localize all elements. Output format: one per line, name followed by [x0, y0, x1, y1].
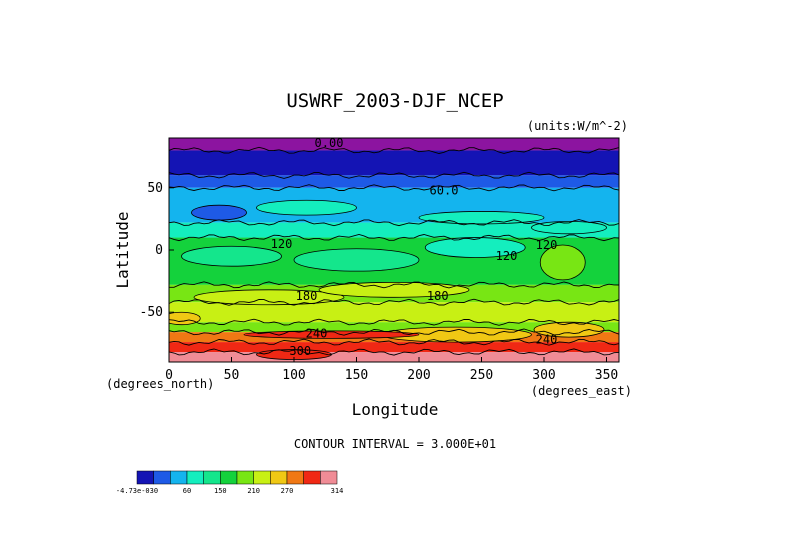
contour-line: [169, 171, 619, 179]
contour-line: [169, 298, 619, 306]
colorbar-swatch: [220, 470, 238, 485]
contour-blob: [181, 245, 282, 267]
contour-line: [169, 318, 619, 326]
x-tick-label: 200: [407, 368, 430, 383]
contour-band: [169, 342, 619, 353]
colorbar-swatch: [320, 470, 338, 485]
colorbar-swatch: [236, 470, 254, 485]
y-tick-label: 0: [155, 243, 163, 258]
colorbar-swatch: [170, 470, 188, 485]
contour-line: [169, 328, 619, 336]
colorbar-swatch: [253, 470, 271, 485]
x-tick-label: 150: [345, 368, 368, 383]
colorbar-swatch: [136, 470, 154, 485]
plot-area: 0.00 60.0 120 120 120 180 180 240 240 300: [168, 136, 620, 363]
contour-line: [169, 281, 619, 289]
x-tick-label: 350: [595, 368, 618, 383]
colorbar-swatch: [153, 470, 171, 485]
contour-label: 0.00: [315, 136, 344, 150]
contour-line: [169, 219, 619, 227]
contour-blob: [256, 199, 357, 216]
y-tick-label: 50: [147, 181, 163, 196]
contour-band: [169, 352, 619, 362]
contour-blob: [539, 244, 586, 281]
contour-line: [169, 348, 619, 356]
contour-field: 0.00 60.0 120 120 120 180 180 240 240 300: [169, 136, 619, 362]
units-label: (units:W/m^-2): [527, 119, 628, 133]
contour-band: [169, 138, 619, 151]
x-unit-label: (degrees_east): [531, 384, 632, 398]
contour-blob: [293, 248, 420, 272]
contour-line: [169, 234, 619, 242]
colorbar-label: 150: [214, 487, 227, 495]
contour-blob: [193, 289, 345, 306]
contour-label: 300: [289, 344, 311, 358]
contour-band: [169, 222, 619, 238]
contour-label: 240: [536, 333, 558, 347]
contour-label: 120: [271, 237, 293, 251]
contour-blob: [243, 330, 420, 339]
y-unit-label: (degrees_north): [106, 377, 214, 391]
contour-band: [169, 175, 619, 188]
contour-label: 120: [496, 249, 518, 263]
contour-line: [169, 184, 619, 192]
colorbar-label: 60: [183, 487, 191, 495]
x-axis: 0 50 100 150 200 250 300 350: [165, 357, 618, 383]
contour-blob: [418, 211, 545, 225]
colorbar-swatch: [286, 470, 304, 485]
colorbar-swatch: [186, 470, 204, 485]
colorbar-swatch: [303, 470, 321, 485]
contour-label: 120: [536, 238, 558, 252]
contour-label: 180: [427, 289, 449, 303]
x-axis-label: Longitude: [352, 400, 439, 419]
contour-band: [169, 302, 619, 323]
contour-blob: [169, 311, 201, 326]
x-tick-label: 250: [470, 368, 493, 383]
contour-line: [169, 338, 619, 346]
contour-interval-text: CONTOUR INTERVAL = 3.000E+01: [294, 437, 496, 451]
colorbar-label: 210: [247, 487, 260, 495]
x-tick-label: 50: [224, 368, 240, 383]
contour-band: [169, 150, 619, 176]
colorbar-label: 314: [331, 487, 344, 495]
contour-label: 60.0: [430, 183, 459, 197]
colorbar-swatch: [270, 470, 288, 485]
contour-blob: [318, 281, 470, 298]
contour-label: 180: [296, 289, 318, 303]
contour-line: [169, 146, 619, 154]
contour-band: [169, 322, 619, 333]
x-tick-label: 0: [165, 368, 173, 383]
colorbar-label: 270: [281, 487, 294, 495]
colorbar: -4.73e-030 60 150 210 270 314: [116, 470, 344, 495]
y-axis-label: Latitude: [113, 211, 132, 288]
contour-blob: [191, 204, 247, 221]
contour-label: 240: [306, 326, 328, 340]
contour-blob: [424, 237, 526, 258]
x-tick-label: 300: [532, 368, 555, 383]
y-tick-label: -50: [140, 305, 163, 320]
chart-title: USWRF_2003-DJF_NCEP: [286, 90, 503, 112]
colorbar-swatch: [203, 470, 221, 485]
y-axis: 50 0 -50: [140, 181, 174, 320]
x-tick-label: 100: [282, 368, 305, 383]
colorbar-label: -4.73e-030: [116, 487, 158, 495]
